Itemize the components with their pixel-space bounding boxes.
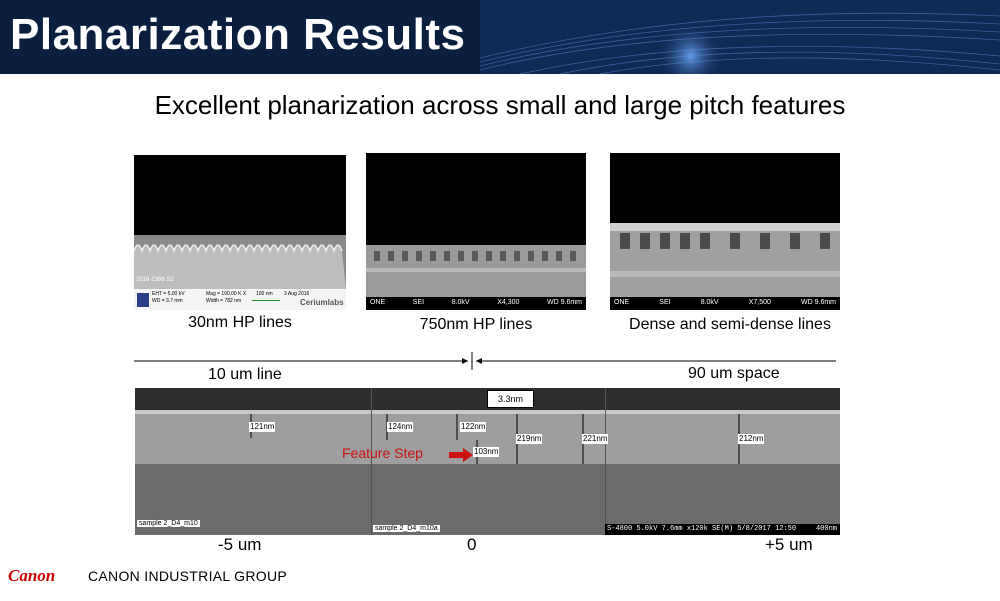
footer-company-name: CANON INDUSTRIAL GROUP	[88, 568, 287, 584]
sem-750-bar-0: ONE	[370, 299, 386, 306]
dimension-line	[134, 352, 836, 370]
sem-dense-bar-1: SEI	[659, 299, 671, 306]
sem-info-mag: Mag = 100.00 K X	[206, 291, 247, 297]
sem-id-label: 2016-2366 S2	[136, 277, 174, 283]
caption-750nm: 750nm HP lines	[419, 316, 533, 333]
dimension-left-label: 10 um line	[208, 366, 282, 383]
sem-750-bar-3: X4,300	[497, 299, 520, 306]
caption-30nm: 30nm HP lines	[188, 314, 292, 331]
feature-step-arrow-icon	[449, 448, 473, 462]
sem-scale-infobar: S-4800 5.0kV 7.6mm x120k SE(M) 5/8/2017 …	[605, 524, 840, 535]
cerium-logo: Ceriumlabs	[300, 298, 344, 307]
meas-121nm: 121nm	[249, 422, 276, 432]
sem-dense-graphic	[610, 223, 840, 310]
page-title: Planarization Results	[10, 10, 466, 59]
canon-logo: Canon	[8, 566, 56, 585]
sem-image-dense: ONE SEI 8.0kV X7,500 WD 9.6mm	[610, 153, 840, 310]
sem-30nm-graphic	[134, 235, 346, 310]
meas-212nm: 212nm	[738, 434, 765, 444]
sem-750-bar-2: 8.0kV	[451, 299, 470, 306]
sample-label-1: sample 2_D4_m10	[137, 520, 200, 527]
axis-label-zero: 0	[467, 535, 477, 554]
caption-dense: Dense and semi-dense lines	[629, 316, 831, 333]
sem-dense-bar-0: ONE	[614, 299, 630, 306]
slide-subtitle: Excellent planarization across small and…	[154, 90, 846, 120]
sem-scale-value: 400nm	[815, 525, 837, 533]
sem-info-col1: EHT = 5.00 kV WD = 3.7 mm	[152, 291, 204, 305]
meas-221nm: 221nm	[582, 434, 609, 444]
sem-750-bar-1: SEI	[412, 299, 425, 306]
axis-label-minus5: -5 um	[218, 535, 262, 554]
sem-cross-section-composite: 121nm 124nm 122nm 3.3nm 103nm 219nm 221n…	[135, 388, 840, 535]
dimension-right-label: 90 um space	[688, 365, 780, 382]
meas-124nm: 124nm	[387, 422, 414, 432]
feature-step-label: Feature Step	[342, 445, 423, 461]
meas-103nm: 103nm	[473, 447, 500, 457]
header-decoration-lines	[480, 0, 1000, 74]
sem-scale-100nm: 100 nm	[256, 291, 273, 297]
meas-3-3nm: 3.3nm	[487, 390, 535, 408]
sem-info-col2: Mag = 100.00 K X Width = 782 nm	[206, 291, 258, 305]
sem-750-infobar: ONE SEI 8.0kV X4,300 WD 9.6mm	[366, 299, 586, 306]
sem-image-750nm: ONE SEI 8.0kV X4,300 WD 9.6mm	[366, 153, 586, 310]
sem-image-30nm: 2016-2366 S2 EHT = 5.00 kV WD = 3.7 mm M…	[134, 155, 346, 310]
sample-label-2: sample 2_D4_m10a	[373, 525, 440, 532]
meas-122nm: 122nm	[460, 422, 487, 432]
sem-scale-line	[252, 300, 280, 301]
header-banner: Planarization Results	[0, 0, 1000, 74]
sem-composite-graphic	[135, 388, 840, 535]
sem-info-width: Width = 782 nm	[206, 298, 242, 304]
sem-750nm-graphic	[366, 245, 586, 310]
meas-219nm: 219nm	[516, 434, 543, 444]
sem-date: 3 Aug 2016	[284, 291, 310, 297]
sem-dense-bar-4: WD 9.6mm	[801, 299, 836, 306]
axis-label-plus5: +5 um	[765, 535, 813, 554]
sem-dense-bar-3: X7,500	[748, 299, 771, 306]
sem-info-eht: EHT = 5.00 kV	[152, 291, 185, 297]
sem-dense-bar-2: 8.0kV	[700, 299, 719, 306]
sem-dense-infobar: ONE SEI 8.0kV X7,500 WD 9.6mm	[610, 299, 840, 306]
sem-info-wd: WD = 3.7 mm	[152, 298, 183, 304]
sem-750-bar-4: WD 9.6mm	[547, 299, 582, 306]
sem-scale-info: S-4800 5.0kV 7.6mm x120k SE(M) 5/8/2017 …	[607, 525, 797, 533]
